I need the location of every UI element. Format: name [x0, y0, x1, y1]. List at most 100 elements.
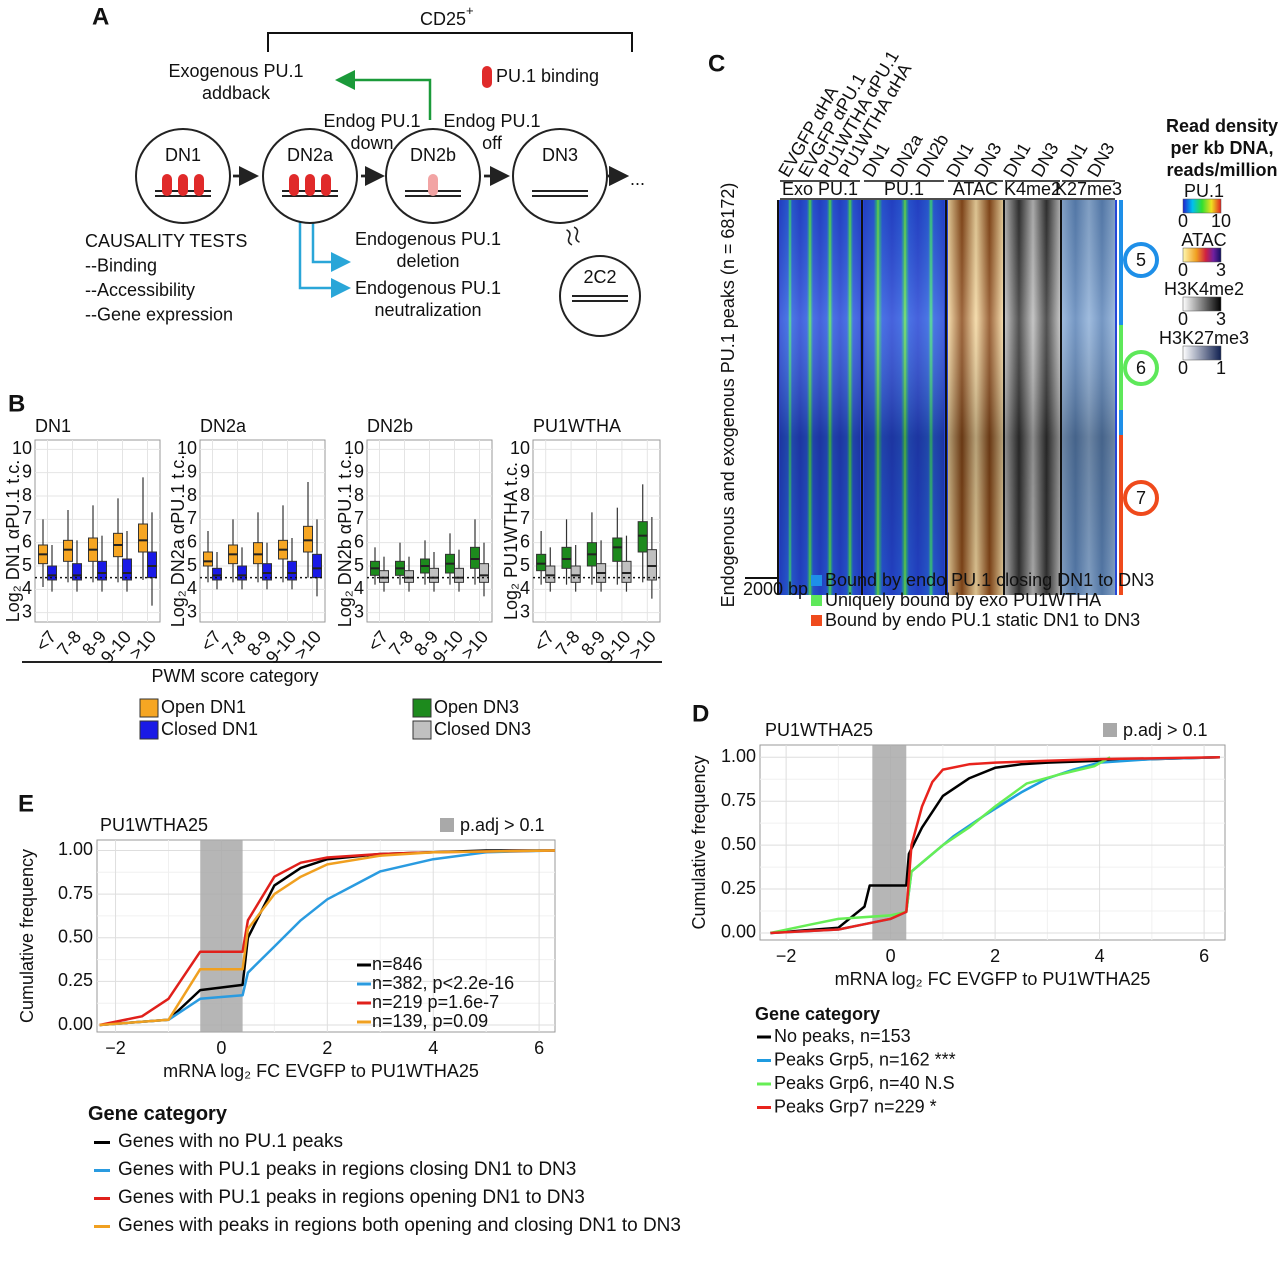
annotation: Endogenous PU.1 — [355, 229, 501, 249]
binding-pill — [194, 174, 204, 196]
x-tick-label: <7 — [197, 627, 226, 656]
box — [253, 542, 263, 565]
y-tick-label: 9 — [520, 461, 530, 481]
binding-pill — [178, 174, 188, 196]
box — [561, 546, 572, 569]
shade-legend-label: p.adj > 0.1 — [1123, 720, 1208, 740]
x-axis-label: mRNA log₂ FC EVGFP to PU1WTHA25 — [835, 969, 1151, 989]
x-tick-label: <7 — [32, 627, 61, 656]
box — [212, 567, 222, 581]
binding-pill — [305, 174, 315, 196]
box — [287, 560, 297, 581]
legend-label: Closed DN3 — [434, 719, 531, 739]
y-axis-label: Log₂ DN2a αPU.1 t.c. — [168, 455, 188, 627]
cluster-label: 6 — [1136, 358, 1146, 378]
cluster-bar — [1119, 410, 1123, 435]
shade-legend-swatch — [440, 818, 454, 832]
causality-text: --Accessibility — [85, 280, 195, 300]
box — [47, 565, 57, 581]
scale-name: PU.1 — [1184, 181, 1224, 201]
scale-max: 3 — [1216, 260, 1226, 280]
neutralization-arrow — [298, 222, 351, 298]
scale-name: ATAC — [1181, 230, 1226, 250]
column-label: DN1 — [1056, 139, 1091, 180]
y-tick-label: 3 — [22, 601, 32, 621]
y-tick-label: 8 — [22, 485, 32, 505]
box — [454, 567, 464, 583]
heatmap-shade — [948, 200, 976, 595]
y-tick-label: 9 — [354, 461, 364, 481]
y-tick-label: 10 — [12, 438, 32, 458]
scale-title: reads/million — [1166, 160, 1277, 180]
plot-area — [759, 744, 1226, 941]
annotation: Endog PU.1 — [323, 111, 420, 131]
cluster-label: 5 — [1136, 250, 1146, 270]
binding-pill — [321, 174, 331, 196]
panel-letter: E — [18, 790, 34, 817]
column-label: DN3 — [1083, 139, 1118, 180]
binding-pill-faded — [428, 174, 438, 196]
bracket — [267, 32, 633, 52]
annotation: deletion — [396, 251, 459, 271]
legend-item: Genes with PU.1 peaks in regions closing… — [88, 1156, 688, 1184]
box — [470, 546, 480, 569]
chart-title: PU1WTHA25 — [100, 815, 208, 835]
x-tick-label: 4 — [1095, 946, 1105, 966]
y-tick-label: 10 — [344, 438, 364, 458]
box — [612, 537, 623, 562]
box — [303, 525, 313, 553]
shade-band — [200, 840, 243, 1032]
y-axis-label: Cumulative frequency — [17, 849, 37, 1023]
annotation: neutralization — [374, 300, 481, 320]
subplot-title: PU1WTHA — [533, 416, 621, 436]
box — [312, 553, 322, 579]
scale-name: H3K4me2 — [1164, 279, 1244, 299]
y-axis-label: Endogenous and exogenous PU.1 peaks (n =… — [718, 183, 738, 608]
break-symbol — [566, 226, 580, 246]
box — [621, 560, 632, 583]
x-axis-label: mRNA log₂ FC EVGFP to PU1WTHA25 — [163, 1061, 479, 1081]
y-tick-label: 0.75 — [58, 883, 93, 903]
legend-label: Closed DN1 — [161, 719, 258, 739]
x-tick-label: >10 — [125, 627, 160, 663]
cluster-label: 7 — [1136, 488, 1146, 508]
legend-label: Open DN1 — [161, 697, 246, 717]
scale-min: 0 — [1178, 260, 1188, 280]
heatmap-shade — [800, 200, 820, 595]
group-label: PU.1 — [884, 179, 924, 199]
box — [122, 558, 132, 581]
heatmap-shade — [892, 200, 918, 595]
y-tick-label: 10 — [177, 438, 197, 458]
subplot-title: DN1 — [35, 416, 71, 436]
box — [203, 551, 213, 567]
legend-label: Genes with peaks in regions both opening… — [118, 1215, 681, 1236]
legend-swatch — [412, 698, 432, 718]
scale-max: 3 — [1216, 309, 1226, 329]
ecdf-line — [99, 849, 556, 1027]
heatmap-shade — [820, 200, 840, 595]
legend-swatch — [139, 698, 159, 718]
y-tick-label: 0.25 — [58, 970, 93, 990]
scale-max: 1 — [1216, 358, 1226, 378]
y-tick-label: 7 — [354, 508, 364, 528]
legend-swatch — [412, 720, 432, 740]
box — [72, 563, 82, 581]
legend-item: Genes with peaks in regions both opening… — [88, 1212, 688, 1240]
panel-letter: B — [8, 390, 25, 417]
x-tick-label: 6 — [1199, 946, 1209, 966]
y-tick-label: 4 — [22, 578, 32, 598]
stage-label: DN2b — [410, 145, 456, 165]
y-tick-label: 1.00 — [58, 839, 93, 859]
x-tick-label: <7 — [364, 627, 393, 656]
box — [536, 553, 547, 572]
legend-key — [94, 1141, 110, 1144]
scale-max: 10 — [1211, 211, 1231, 231]
y-tick-label: 3 — [520, 601, 530, 621]
y-tick-label: 0.50 — [721, 834, 756, 854]
group-label: ATAC — [953, 179, 998, 199]
scale-name: H3K27me3 — [1159, 328, 1249, 348]
shade-band — [872, 745, 907, 940]
stage-circle — [512, 128, 608, 224]
subplot-title: DN2b — [367, 416, 413, 436]
e-legend: Gene category Genes with no PU.1 peaks Gen… — [88, 1100, 688, 1240]
